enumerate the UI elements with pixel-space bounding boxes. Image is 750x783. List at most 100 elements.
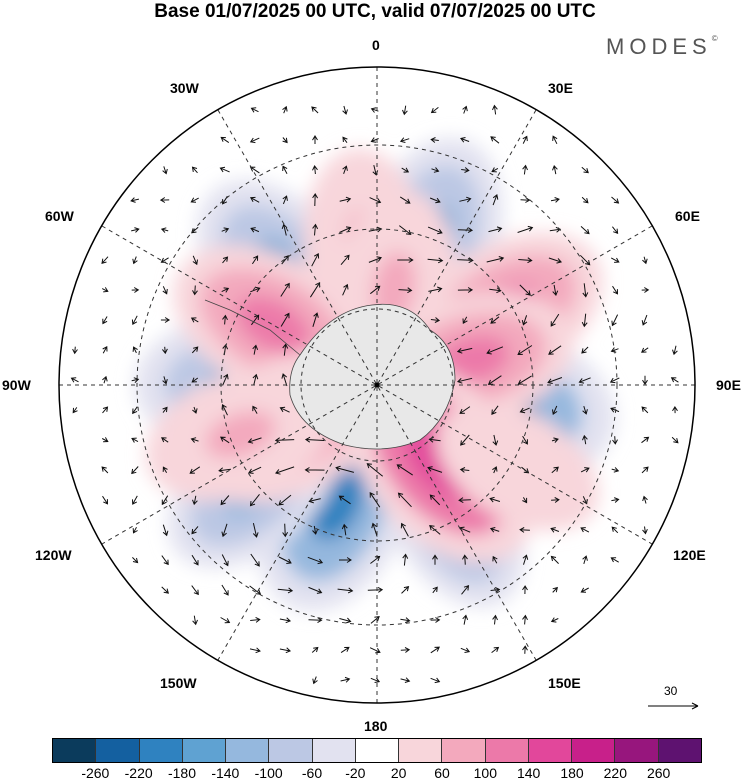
wind-vector [282, 165, 288, 174]
wind-vector [461, 167, 470, 173]
wind-vector [582, 555, 588, 565]
wind-vector [581, 313, 588, 328]
wind-vector [578, 377, 591, 384]
wind-vector [220, 617, 231, 624]
wind-vector [462, 554, 468, 565]
wind-vector [611, 497, 620, 503]
colorbar-tick-label: -20 [345, 765, 366, 781]
wind-vector [161, 437, 169, 443]
wind-vector [522, 135, 528, 144]
wind-vector [370, 555, 381, 564]
wind-vector [489, 496, 501, 503]
wind-vector [492, 194, 499, 206]
reference-vector-label: 30 [664, 684, 678, 698]
wind-vector [338, 495, 351, 505]
wind-vector [252, 522, 259, 538]
wind-vector [641, 287, 650, 293]
wind-vector [430, 317, 441, 323]
wind-vector [430, 617, 441, 623]
wind-vector [221, 523, 228, 538]
colorbar-swatch [485, 739, 529, 762]
wind-vector [339, 617, 352, 624]
wind-vector [430, 107, 439, 114]
colorbar-tick-label: 180 [560, 765, 584, 781]
wind-vector [580, 467, 590, 473]
wind-vector [160, 317, 171, 323]
wind-vector [522, 164, 528, 175]
wind-vector [72, 407, 78, 414]
wind-vector [432, 554, 438, 565]
wind-vector [462, 316, 468, 325]
wind-vector [220, 495, 230, 506]
wind-vector [522, 614, 528, 625]
wind-vector [191, 585, 199, 596]
wind-vector [132, 406, 138, 415]
wind-vector [551, 497, 560, 503]
wind-vector [221, 403, 228, 416]
graticule [59, 67, 695, 703]
wind-vector [489, 527, 500, 533]
wind-vector [430, 137, 439, 143]
colorbar-swatch [615, 739, 659, 762]
map-border [58, 66, 696, 704]
wind-vector [462, 105, 468, 114]
wind-vector [162, 406, 168, 413]
wind-vector [371, 522, 378, 537]
wind-vector [612, 226, 619, 235]
wind-vector [282, 523, 289, 538]
wind-vector [550, 197, 560, 203]
wind-vector [521, 315, 528, 326]
wind-vector [132, 495, 138, 505]
wind-vector [308, 617, 323, 624]
wind-vector [131, 437, 139, 443]
wind-vector [580, 226, 590, 235]
wind-vector [672, 345, 678, 356]
wind-vector [492, 555, 498, 564]
wind-vector [282, 105, 288, 114]
wind-vector [460, 647, 471, 653]
wind-vector [307, 556, 324, 565]
wind-vector [398, 287, 413, 294]
wind-vector [641, 314, 648, 326]
wind-vector [551, 466, 559, 474]
wind-vector [550, 313, 560, 327]
wind-vector [552, 405, 558, 415]
wind-vector [342, 283, 349, 296]
wind-vector [311, 252, 320, 267]
wind-vector [401, 585, 410, 594]
wind-vector [247, 437, 262, 444]
wind-vector [220, 136, 230, 144]
map-title: Base 01/07/2025 00 UTC, valid 07/07/2025… [154, 1, 596, 22]
wind-vector [192, 615, 198, 626]
wind-vector [457, 287, 474, 293]
wind-vector [219, 166, 230, 173]
wind-vector [280, 282, 290, 297]
wind-vector [249, 647, 261, 654]
wind-vector [547, 377, 563, 384]
wind-vector [281, 255, 289, 265]
wind-vector [248, 466, 262, 474]
wind-vector [396, 464, 413, 476]
wind-vector [400, 617, 411, 624]
wind-vector [339, 196, 352, 203]
wind-vector [401, 167, 410, 173]
reference-vector-arrow [648, 702, 699, 710]
wind-vector [610, 557, 619, 563]
wind-vector [462, 614, 469, 625]
wind-vector [458, 497, 471, 504]
wind-vector [641, 347, 649, 353]
wind-vector [366, 463, 384, 477]
wind-vector [370, 677, 381, 683]
wind-vector [400, 522, 409, 537]
colorbar-tick-label: -100 [254, 765, 283, 781]
brand-logo: MODES© [606, 34, 718, 60]
wind-vector [552, 164, 558, 175]
wind-vector [220, 436, 230, 444]
lon-label-90w: 90W [2, 377, 31, 393]
antarctica-land [204, 299, 456, 450]
wind-vector [221, 227, 230, 233]
wind-vector [279, 406, 290, 413]
wind-vector [642, 495, 648, 504]
colorbar-tick-label: -60 [301, 765, 323, 781]
